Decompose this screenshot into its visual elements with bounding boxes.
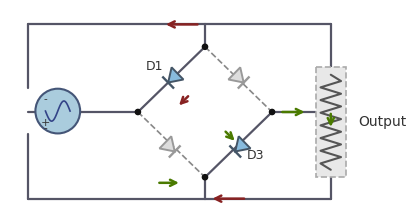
Polygon shape bbox=[235, 136, 250, 151]
Text: D1: D1 bbox=[146, 60, 163, 73]
Text: -: - bbox=[43, 95, 47, 104]
Text: +: + bbox=[40, 118, 50, 128]
Text: D3: D3 bbox=[246, 149, 263, 162]
Text: -: - bbox=[43, 123, 47, 133]
Polygon shape bbox=[168, 67, 183, 82]
Circle shape bbox=[269, 109, 274, 115]
Circle shape bbox=[202, 175, 207, 180]
Circle shape bbox=[202, 44, 207, 49]
Text: Output: Output bbox=[358, 115, 406, 129]
Circle shape bbox=[35, 89, 80, 134]
FancyBboxPatch shape bbox=[315, 67, 345, 177]
Polygon shape bbox=[228, 67, 243, 82]
Polygon shape bbox=[159, 136, 174, 151]
Circle shape bbox=[135, 109, 140, 115]
